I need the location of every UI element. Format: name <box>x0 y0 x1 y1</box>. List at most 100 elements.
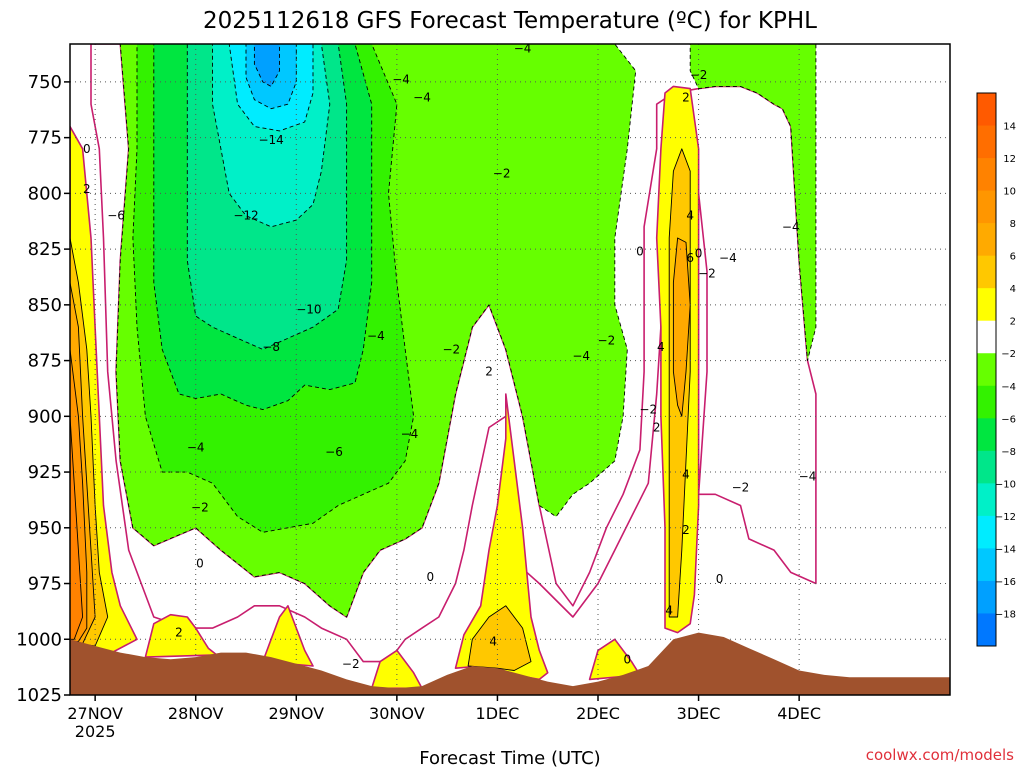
contour-label-40: 0 <box>716 572 724 586</box>
y-tick-label-1025: 1025 <box>16 685 62 706</box>
colorbar-swatch-10 <box>977 158 996 192</box>
contour-label-42: −4 <box>782 220 800 234</box>
contour-label-32: −2 <box>698 267 716 281</box>
colorbar-tick-12: −12 <box>995 512 1016 523</box>
x-tick-label-27NOV: 27NOV <box>67 704 123 723</box>
y-tick-label-925: 925 <box>28 462 62 483</box>
colorbar-swatch-2 <box>977 288 996 322</box>
colorbar-swatch-4 <box>977 255 996 289</box>
contour-label-31: 0 <box>695 247 703 261</box>
chart-title: 2025112618 GFS Forecast Temperature (ºC)… <box>203 8 817 34</box>
contour-label-13: −4 <box>392 73 410 87</box>
contour-region-minus4-2 <box>689 44 817 362</box>
colorbar-tick-0: 14 <box>1003 122 1016 133</box>
source-credit[interactable]: coolwx.com/models <box>866 746 1014 764</box>
colorbar-swatch-minus18 <box>977 580 996 614</box>
temperature-fill <box>70 44 817 690</box>
colorbar-tick-8: −4 <box>1001 382 1016 393</box>
contour-label-18: 2 <box>485 365 493 379</box>
contour-label-11: −6 <box>325 445 343 459</box>
colorbar-tick-15: −18 <box>995 609 1016 620</box>
colorbar-tick-10: −8 <box>1001 447 1016 458</box>
contour-label-33: −2 <box>690 68 708 82</box>
contour-region-2-15 <box>144 613 218 658</box>
contour-label-0: 0 <box>83 142 91 156</box>
colorbar-swatch-minus10 <box>977 450 996 484</box>
x-tick-label-30NOV: 30NOV <box>369 704 425 723</box>
contour-label-22: −4 <box>514 41 532 55</box>
contour-label-23: −4 <box>572 349 590 363</box>
contour-label-39: 4 <box>665 603 673 617</box>
y-tick-label-825: 825 <box>28 239 62 260</box>
contour-label-9: −10 <box>296 302 321 316</box>
contour-label-27: 2 <box>653 420 661 434</box>
colorbar-tick-3: 8 <box>1010 219 1016 230</box>
contour-label-30: 4 <box>686 209 694 223</box>
contour-label-28: 4 <box>657 340 665 354</box>
x-tick-label-3DEC: 3DEC <box>677 704 721 723</box>
y-tick-label-800: 800 <box>28 183 62 204</box>
colorbar-tick-6: 2 <box>1010 317 1016 328</box>
contour-region-4-19 <box>467 605 532 671</box>
contour-label-38: 2 <box>682 523 690 537</box>
contour-label-43: −4 <box>799 470 817 484</box>
y-tick-label-875: 875 <box>28 351 62 372</box>
colorbar-swatch-12 <box>977 125 996 159</box>
contour-label-2: −6 <box>107 209 125 223</box>
contour-label-7: −14 <box>258 133 283 147</box>
contour-region-minus18-9 <box>253 44 280 87</box>
colorbar-swatch-minus20 <box>977 613 996 647</box>
contour-label-21: −2 <box>342 657 360 671</box>
colorbar-tick-1: 12 <box>1003 154 1016 165</box>
y-tick-label-750: 750 <box>28 72 62 93</box>
y-tick-label-1000: 1000 <box>16 629 62 650</box>
colorbar-tick-7: −2 <box>1001 349 1016 360</box>
y-tick-label-950: 950 <box>28 518 62 539</box>
plot-area: 02−6−4−202−14−12−10−8−6−4−4−4−4−2−2204−2… <box>70 41 950 695</box>
contour-label-34: 2 <box>682 91 690 105</box>
contour-label-12: −4 <box>367 329 385 343</box>
colorbar-swatch-8 <box>977 190 996 224</box>
contour-label-3: −4 <box>187 441 205 455</box>
colorbar-tick-11: −10 <box>995 479 1016 490</box>
contour-label-20: 4 <box>489 634 497 648</box>
colorbar-swatch-minus4 <box>977 353 996 387</box>
contour-region-10-14 <box>70 415 84 640</box>
contour-label-37: 4 <box>682 467 690 481</box>
contour-label-19: 0 <box>427 570 435 584</box>
contour-label-1: 2 <box>83 182 91 196</box>
contour-label-5: 0 <box>196 556 204 570</box>
x-tick-label-29NOV: 29NOV <box>268 704 324 723</box>
contour-label-8: −12 <box>233 209 258 223</box>
colorbar-tick-13: −14 <box>995 544 1016 555</box>
contour-label-4: −2 <box>191 501 209 515</box>
contour-label-41: 0 <box>624 652 632 666</box>
colorbar-swatch-minus8 <box>977 418 996 452</box>
y-tick-label-775: 775 <box>28 128 62 149</box>
x-tick-sublabel-2025: 2025 <box>75 722 116 741</box>
y-tick-label-850: 850 <box>28 295 62 316</box>
ground-terrain <box>70 632 950 695</box>
contour-label-10: −8 <box>262 340 280 354</box>
x-tick-label-2DEC: 2DEC <box>576 704 620 723</box>
y-tick-label-975: 975 <box>28 574 62 595</box>
contour-label-16: −2 <box>442 342 460 356</box>
y-axis: 750 775 800 825 850 875 900 925 950 975 1000 1025 <box>16 72 70 706</box>
contour-labels: 02−6−4−202−14−12−10−8−6−4−4−4−4−2−2204−2… <box>83 41 817 671</box>
colorbar-swatch-minus14 <box>977 515 996 549</box>
colorbar-tick-14: −16 <box>995 577 1016 588</box>
colorbar-legend: 14 12 10 8 6 4 2 −2 −4 −6 −8 −10 −12 −14 −16 −18 <box>976 92 1016 647</box>
colorbar-swatch-minus6 <box>977 385 996 419</box>
x-tick-label-28NOV: 28NOV <box>168 704 224 723</box>
contour-label-25: 0 <box>636 244 644 258</box>
x-tick-label-4DEC: 4DEC <box>777 704 821 723</box>
colorbar-tick-4: 6 <box>1010 252 1016 263</box>
contour-label-36: −2 <box>732 481 750 495</box>
contour-label-29: 6 <box>686 251 694 265</box>
colorbar-swatch-minus2 <box>977 320 996 354</box>
colorbar-swatch-minus12 <box>977 483 996 517</box>
contour-label-14: −4 <box>413 91 431 105</box>
contour-label-15: −4 <box>401 427 419 441</box>
